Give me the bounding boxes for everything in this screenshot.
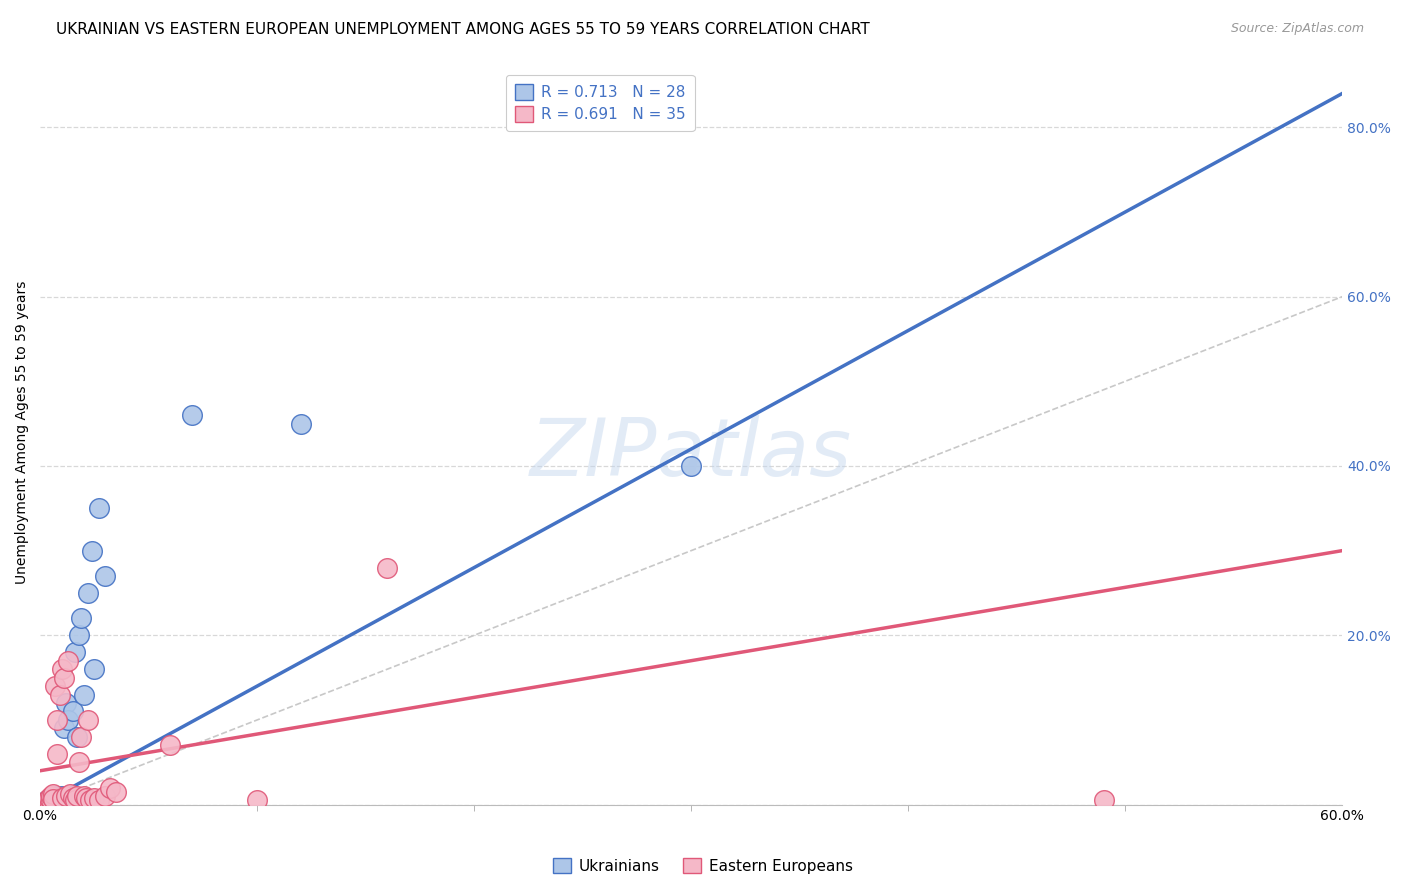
Point xyxy=(42,794,65,808)
Point xyxy=(46,789,69,804)
Point xyxy=(70,730,93,744)
Point xyxy=(72,688,94,702)
Point xyxy=(72,789,94,804)
Point xyxy=(181,408,204,422)
Point xyxy=(63,792,86,806)
Point xyxy=(38,795,60,809)
Y-axis label: Unemployment Among Ages 55 to 59 years: Unemployment Among Ages 55 to 59 years xyxy=(15,280,30,583)
Point xyxy=(94,569,117,583)
Point xyxy=(75,790,97,805)
Point xyxy=(55,696,77,710)
Point xyxy=(48,688,70,702)
Point xyxy=(246,793,269,807)
Point xyxy=(66,730,89,744)
Point xyxy=(53,671,76,685)
Point xyxy=(51,790,73,805)
Point xyxy=(53,722,76,736)
Point xyxy=(46,747,69,761)
Point xyxy=(48,790,70,805)
Point xyxy=(87,793,110,807)
Point xyxy=(62,790,84,805)
Text: Source: ZipAtlas.com: Source: ZipAtlas.com xyxy=(1230,22,1364,36)
Point xyxy=(51,662,73,676)
Point xyxy=(70,611,93,625)
Point xyxy=(98,780,121,795)
Point xyxy=(79,792,101,806)
Point xyxy=(38,794,60,808)
Text: ZIPatlas: ZIPatlas xyxy=(530,416,852,493)
Point xyxy=(375,560,398,574)
Point xyxy=(55,789,77,804)
Point xyxy=(58,713,80,727)
Point xyxy=(35,793,58,807)
Point xyxy=(44,791,66,805)
Legend: R = 0.713   N = 28, R = 0.691   N = 35: R = 0.713 N = 28, R = 0.691 N = 35 xyxy=(506,75,695,131)
Point xyxy=(87,501,110,516)
Point xyxy=(35,793,58,807)
Point xyxy=(63,645,86,659)
Point xyxy=(39,792,62,806)
Text: UKRAINIAN VS EASTERN EUROPEAN UNEMPLOYMENT AMONG AGES 55 TO 59 YEARS CORRELATION: UKRAINIAN VS EASTERN EUROPEAN UNEMPLOYME… xyxy=(56,22,870,37)
Point xyxy=(290,417,312,431)
Point xyxy=(94,789,117,804)
Point xyxy=(105,785,128,799)
Point xyxy=(681,458,703,473)
Point xyxy=(83,790,105,805)
Point xyxy=(44,679,66,693)
Point xyxy=(67,628,90,642)
Point xyxy=(39,793,62,807)
Point xyxy=(44,793,66,807)
Point xyxy=(42,790,65,805)
Legend: Ukrainians, Eastern Europeans: Ukrainians, Eastern Europeans xyxy=(547,852,859,880)
Point xyxy=(62,705,84,719)
Point xyxy=(82,543,104,558)
Point xyxy=(66,789,89,804)
Point xyxy=(76,713,98,727)
Point xyxy=(1092,793,1115,807)
Point xyxy=(67,756,90,770)
Point xyxy=(42,788,65,802)
Point xyxy=(39,789,62,804)
Point xyxy=(76,586,98,600)
Point xyxy=(38,790,60,805)
Point xyxy=(83,662,105,676)
Point xyxy=(51,789,73,804)
Point xyxy=(159,739,181,753)
Point xyxy=(42,791,65,805)
Point xyxy=(58,654,80,668)
Point xyxy=(59,788,82,802)
Point xyxy=(46,713,69,727)
Point xyxy=(46,792,69,806)
